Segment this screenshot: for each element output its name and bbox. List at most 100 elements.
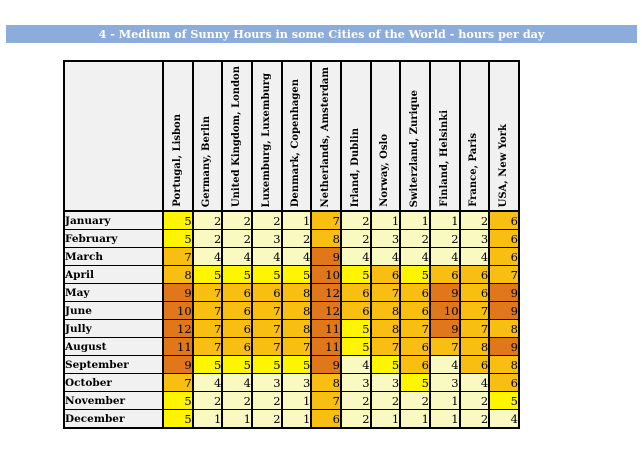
value-cell[interactable]: 2 [191,210,224,230]
value-cell[interactable]: 7 [488,265,520,284]
column-header[interactable]: Portugal, Lisbon [162,60,194,212]
value-cell[interactable]: 6 [250,283,283,302]
value-cell[interactable]: 3 [458,229,491,248]
value-cell[interactable]: 1 [399,210,431,230]
value-cell[interactable]: 5 [280,265,313,284]
value-cell[interactable]: 8 [369,301,402,320]
value-cell[interactable]: 5 [339,337,372,356]
value-cell[interactable]: 5 [162,409,194,429]
value-cell[interactable]: 12 [162,319,194,338]
value-cell[interactable]: 2 [191,391,224,410]
value-cell[interactable]: 2 [221,391,253,410]
value-cell[interactable]: 4 [458,247,491,266]
value-cell[interactable]: 6 [458,265,491,284]
value-cell[interactable]: 11 [162,337,194,356]
value-cell[interactable]: 6 [488,247,520,266]
value-cell[interactable]: 5 [191,355,224,374]
value-cell[interactable]: 2 [399,391,431,410]
value-cell[interactable]: 11 [310,319,342,338]
value-cell[interactable]: 5 [488,391,520,410]
row-label[interactable]: February [63,229,164,248]
value-cell[interactable]: 2 [280,229,313,248]
row-label[interactable]: April [63,265,164,284]
value-cell[interactable]: 6 [221,319,253,338]
value-cell[interactable]: 4 [221,247,253,266]
value-cell[interactable]: 5 [399,265,431,284]
value-cell[interactable]: 1 [428,210,461,230]
value-cell[interactable]: 7 [191,283,224,302]
value-cell[interactable]: 9 [488,283,520,302]
value-cell[interactable]: 9 [428,283,461,302]
value-cell[interactable]: 1 [369,409,402,429]
value-cell[interactable]: 1 [191,409,224,429]
value-cell[interactable]: 9 [488,301,520,320]
value-cell[interactable]: 7 [280,337,313,356]
value-cell[interactable]: 7 [399,319,431,338]
value-cell[interactable]: 7 [191,319,224,338]
value-cell[interactable]: 7 [162,247,194,266]
value-cell[interactable]: 6 [369,265,402,284]
value-cell[interactable]: 9 [428,319,461,338]
value-cell[interactable]: 5 [280,355,313,374]
column-header[interactable]: Norway, Oslo [369,60,402,212]
row-label[interactable]: March [63,247,164,266]
row-label[interactable]: December [63,409,164,429]
value-cell[interactable]: 5 [250,355,283,374]
value-cell[interactable]: 4 [428,355,461,374]
column-header[interactable]: USA, New York [488,60,520,212]
value-cell[interactable]: 8 [280,319,313,338]
value-cell[interactable]: 2 [221,229,253,248]
row-label[interactable]: June [63,301,164,320]
value-cell[interactable]: 1 [221,409,253,429]
value-cell[interactable]: 6 [221,283,253,302]
value-cell[interactable]: 6 [221,301,253,320]
value-cell[interactable]: 5 [399,373,431,392]
value-cell[interactable]: 5 [339,265,372,284]
value-cell[interactable]: 7 [310,210,342,230]
value-cell[interactable]: 9 [162,355,194,374]
column-header[interactable]: Irland, Dublin [339,60,372,212]
value-cell[interactable]: 4 [399,247,431,266]
value-cell[interactable]: 7 [310,391,342,410]
value-cell[interactable]: 5 [162,210,194,230]
value-cell[interactable]: 8 [488,319,520,338]
value-cell[interactable]: 3 [250,229,283,248]
value-cell[interactable]: 5 [369,355,402,374]
value-cell[interactable]: 4 [369,247,402,266]
value-cell[interactable]: 8 [162,265,194,284]
value-cell[interactable]: 12 [310,283,342,302]
value-cell[interactable]: 2 [458,391,491,410]
value-cell[interactable]: 2 [250,409,283,429]
value-cell[interactable]: 6 [399,301,431,320]
value-cell[interactable]: 9 [310,355,342,374]
value-cell[interactable]: 7 [191,301,224,320]
value-cell[interactable]: 1 [369,210,402,230]
value-cell[interactable]: 9 [488,337,520,356]
row-label[interactable]: January [63,210,164,230]
value-cell[interactable]: 8 [458,337,491,356]
row-label[interactable]: May [63,283,164,302]
value-cell[interactable]: 2 [250,210,283,230]
value-cell[interactable]: 8 [369,319,402,338]
value-cell[interactable]: 6 [428,265,461,284]
value-cell[interactable]: 7 [369,283,402,302]
value-cell[interactable]: 2 [458,210,491,230]
value-cell[interactable]: 4 [191,247,224,266]
value-cell[interactable]: 4 [458,373,491,392]
value-cell[interactable]: 6 [488,229,520,248]
value-cell[interactable]: 8 [280,283,313,302]
value-cell[interactable]: 3 [428,373,461,392]
value-cell[interactable]: 2 [399,229,431,248]
value-cell[interactable]: 2 [221,210,253,230]
row-label[interactable]: November [63,391,164,410]
column-header[interactable]: Denmark, Copenhagen [280,60,313,212]
value-cell[interactable]: 8 [488,355,520,374]
value-cell[interactable]: 5 [162,391,194,410]
value-cell[interactable]: 4 [488,409,520,429]
value-cell[interactable]: 10 [428,301,461,320]
row-label[interactable]: Jully [63,319,164,338]
value-cell[interactable]: 4 [339,355,372,374]
value-cell[interactable]: 7 [191,337,224,356]
column-header[interactable]: Luxemburg, Luxemburg [250,60,283,212]
value-cell[interactable]: 6 [339,283,372,302]
